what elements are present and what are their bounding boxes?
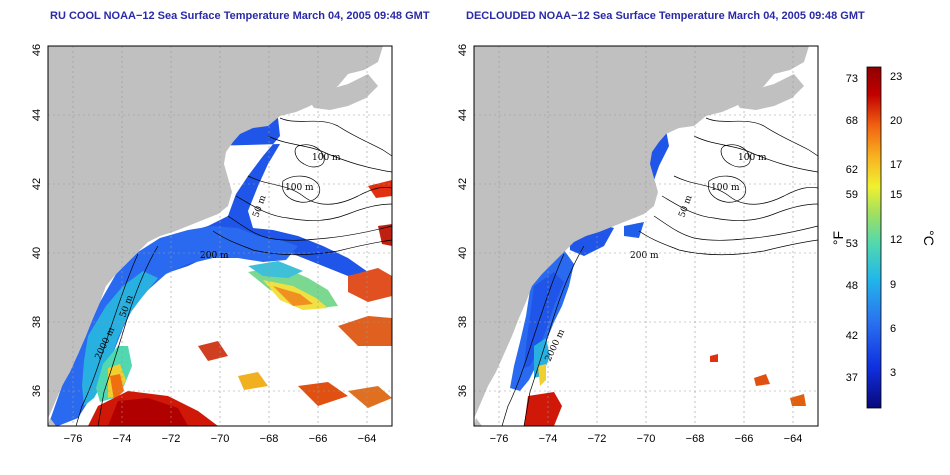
right-x-axis: −76 −74 −72 −70 −68 −66 −64 bbox=[490, 433, 803, 445]
colorbar-celsius-ticks: 23 20 17 15 12 9 6 3 bbox=[890, 71, 902, 379]
fahrenheit-tick: 37 bbox=[846, 372, 858, 384]
fahrenheit-tick: 48 bbox=[846, 280, 858, 292]
right-bathymetry-contours bbox=[501, 117, 818, 426]
right-y-tick: 44 bbox=[457, 109, 469, 121]
fahrenheit-tick: 62 bbox=[846, 164, 858, 176]
left-x-tick: −76 bbox=[64, 433, 83, 445]
right-y-tick: 36 bbox=[457, 385, 469, 397]
left-y-tick: 42 bbox=[31, 178, 43, 190]
left-y-tick: 38 bbox=[31, 316, 43, 328]
colorbar-gradient bbox=[866, 66, 882, 409]
left-bathymetry-contours bbox=[75, 117, 392, 426]
left-x-tick: −66 bbox=[309, 433, 328, 445]
left-panel-title: RU COOL NOAA−12 Sea Surface Temperature … bbox=[50, 10, 430, 22]
right-x-tick: −64 bbox=[784, 433, 803, 445]
left-contour-label-200m: 200 m bbox=[200, 251, 229, 261]
right-y-tick: 38 bbox=[457, 316, 469, 328]
right-x-tick: −72 bbox=[588, 433, 607, 445]
left-x-tick: −72 bbox=[162, 433, 181, 445]
celsius-tick: 6 bbox=[890, 323, 896, 335]
right-x-tick: −66 bbox=[735, 433, 754, 445]
celsius-tick: 12 bbox=[890, 234, 902, 246]
right-x-tick: −76 bbox=[490, 433, 509, 445]
left-y-tick: 46 bbox=[31, 44, 43, 56]
fahrenheit-tick: 59 bbox=[846, 189, 858, 201]
celsius-tick: 20 bbox=[890, 115, 902, 127]
left-x-tick: −70 bbox=[211, 433, 230, 445]
left-map-panel: 100 m 100 m 50 m 200 m 50 m 2000 m −76 −… bbox=[31, 44, 393, 445]
fahrenheit-tick: 42 bbox=[846, 330, 858, 342]
right-y-tick: 40 bbox=[457, 247, 469, 259]
right-contour-label-100m-south: 100 m bbox=[711, 183, 740, 193]
right-y-axis: 36 38 40 42 44 46 bbox=[457, 44, 469, 397]
left-contour-label-100m-north: 100 m bbox=[312, 153, 341, 163]
right-contour-label-200m: 200 m bbox=[630, 251, 659, 261]
fahrenheit-tick: 68 bbox=[846, 115, 858, 127]
right-x-tick: −68 bbox=[686, 433, 705, 445]
left-y-axis: 36 38 40 42 44 46 bbox=[31, 44, 43, 397]
celsius-tick: 23 bbox=[890, 71, 902, 83]
left-gridlines bbox=[48, 46, 392, 426]
right-map-panel: 100 m 100 m 50 m 200 m 2000 m −76 −74 −7… bbox=[457, 44, 819, 445]
celsius-tick: 9 bbox=[890, 279, 896, 291]
left-x-tick: −68 bbox=[260, 433, 279, 445]
right-x-tick: −74 bbox=[539, 433, 558, 445]
fahrenheit-label: °F bbox=[830, 231, 846, 245]
right-y-tick: 46 bbox=[457, 44, 469, 56]
colorbar-fahrenheit-ticks: 73 68 62 59 53 48 42 37 bbox=[846, 73, 858, 384]
right-gridlines bbox=[474, 46, 818, 426]
celsius-tick: 15 bbox=[890, 189, 902, 201]
left-x-axis: −76 −74 −72 −70 −68 −66 −64 bbox=[64, 433, 377, 445]
celsius-tick: 17 bbox=[890, 159, 902, 171]
right-panel-title: DECLOUDED NOAA−12 Sea Surface Temperatur… bbox=[466, 10, 865, 22]
fahrenheit-tick: 73 bbox=[846, 73, 858, 85]
fahrenheit-tick: 53 bbox=[846, 238, 858, 250]
left-x-tick: −64 bbox=[358, 433, 377, 445]
left-x-tick: −74 bbox=[113, 433, 132, 445]
temperature-colorbar: 73 68 62 59 53 48 42 37 23 20 17 15 12 9… bbox=[830, 66, 937, 409]
right-x-tick: −70 bbox=[637, 433, 656, 445]
right-contour-label-100m-north: 100 m bbox=[738, 153, 767, 163]
right-y-tick: 42 bbox=[457, 178, 469, 190]
celsius-label: °C bbox=[921, 230, 937, 246]
left-contour-label-100m-south: 100 m bbox=[285, 183, 314, 193]
left-y-tick: 44 bbox=[31, 109, 43, 121]
left-y-tick: 36 bbox=[31, 385, 43, 397]
left-y-tick: 40 bbox=[31, 247, 43, 259]
celsius-tick: 3 bbox=[890, 367, 896, 379]
